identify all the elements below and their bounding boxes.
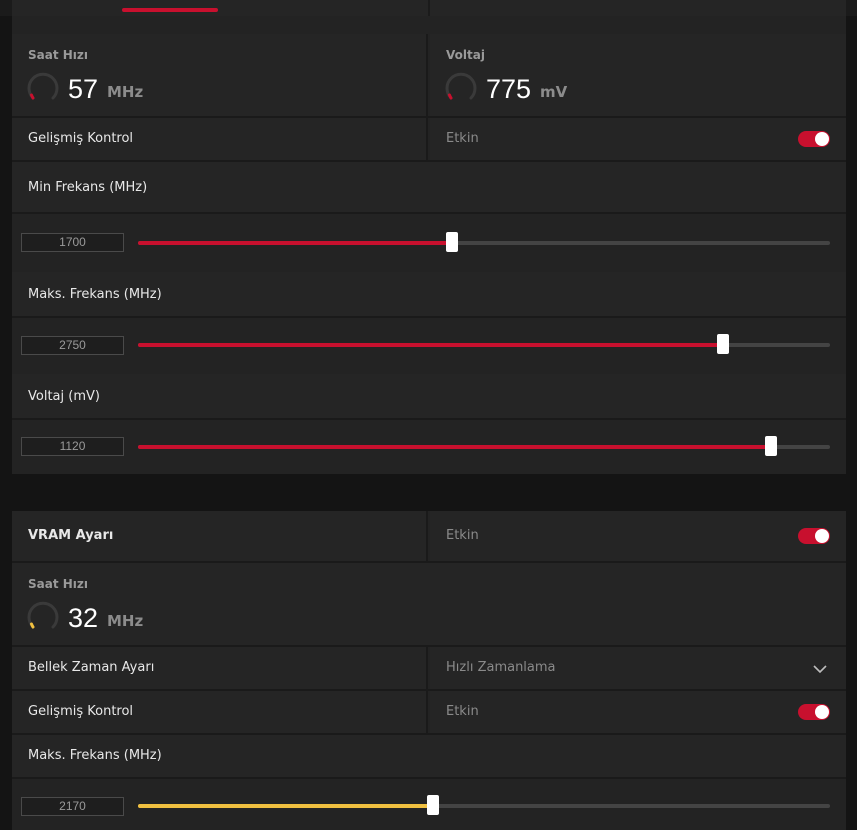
gauge-icon (27, 601, 59, 629)
max-frequency-label: Maks. Frekans (MHz) (28, 287, 162, 302)
divider (12, 212, 846, 214)
vram-tuning-label: VRAM Ayarı (28, 528, 114, 543)
gpu-metrics-row: Saat Hızı 57 MHz Voltaj 775 mV (12, 34, 846, 116)
divider (12, 116, 846, 118)
divider (12, 418, 846, 420)
memory-timing-label: Bellek Zaman Ayarı (28, 660, 155, 675)
divider (12, 777, 846, 779)
max-frequency-input[interactable]: 2750 (21, 336, 124, 355)
metric-unit: MHz (107, 83, 144, 101)
vram-max-frequency-label-row: Maks. Frekans (MHz) (12, 735, 846, 777)
vram-header-toggle-cell: Etkin (430, 511, 846, 561)
vram-metrics-row: Saat Hızı 32 MHz (12, 563, 846, 645)
vram-advanced-label-cell: Gelişmiş Kontrol (12, 691, 428, 733)
divider (12, 160, 846, 162)
vram-tuning-state: Etkin (446, 528, 479, 543)
advanced-control-label: Gelişmiş Kontrol (28, 131, 134, 146)
toggle-knob (815, 529, 829, 543)
toggle-knob (815, 705, 829, 719)
metric-unit: MHz (107, 612, 144, 630)
active-tab-indicator (122, 8, 218, 12)
gauge-icon (27, 72, 59, 100)
metric-title: Saat Hızı (28, 577, 89, 591)
advanced-control-state: Etkin (446, 131, 479, 146)
gpu-clock-metric: Saat Hızı 57 MHz (12, 34, 428, 116)
top-strip (0, 0, 857, 16)
voltage-slider[interactable] (138, 436, 830, 456)
gpu-advanced-control-row: Gelişmiş Kontrol Etkin (12, 118, 846, 160)
vram-max-frequency-label: Maks. Frekans (MHz) (28, 748, 162, 763)
max-frequency-label-cell: Maks. Frekans (MHz) (12, 272, 846, 316)
top-cell-right (430, 0, 846, 16)
vram-advanced-toggle-cell: Etkin (430, 691, 846, 733)
max-frequency-label-row: Maks. Frekans (MHz) (12, 272, 846, 316)
metric-value: 32 (68, 603, 99, 633)
min-frequency-slider-row: 1700 (12, 214, 846, 272)
memory-timing-row: Bellek Zaman Ayarı Hızlı Zamanlama (12, 647, 846, 689)
metric-title: Saat Hızı (28, 48, 89, 62)
voltage-label-row: Voltaj (mV) (12, 374, 846, 418)
vram-tuning-toggle[interactable] (798, 528, 830, 544)
advanced-control-toggle[interactable] (798, 704, 830, 720)
vram-tuning-panel: VRAM Ayarı Etkin Saat Hızı 32 MHz Bellek… (12, 511, 846, 830)
slider-thumb[interactable] (446, 232, 459, 252)
advanced-control-state: Etkin (446, 704, 479, 719)
min-frequency-input[interactable]: 1700 (21, 233, 124, 252)
vram-max-frequency-label-cell: Maks. Frekans (MHz) (12, 735, 846, 777)
slider-thumb[interactable] (765, 436, 778, 456)
slider-thumb[interactable] (427, 795, 440, 815)
voltage-label-cell: Voltaj (mV) (12, 374, 846, 418)
metric-title: Voltaj (446, 48, 485, 62)
max-frequency-slider-row: 2750 (12, 318, 846, 374)
gpu-tuning-panel: Saat Hızı 57 MHz Voltaj 775 mV Gelişmiş … (12, 16, 846, 474)
slider-fill (138, 445, 772, 449)
vram-advanced-control-row: Gelişmiş Kontrol Etkin (12, 691, 846, 733)
max-frequency-slider[interactable] (138, 334, 830, 354)
vram-header-label-cell: VRAM Ayarı (12, 511, 428, 561)
min-frequency-slider[interactable] (138, 232, 830, 252)
vram-max-frequency-input[interactable]: 2170 (21, 797, 124, 816)
memory-timing-value: Hızlı Zamanlama (446, 660, 556, 675)
min-frequency-label-cell: Min Frekans (MHz) (12, 162, 846, 212)
divider (12, 561, 846, 563)
voltage-input[interactable]: 1120 (21, 437, 124, 456)
advanced-control-label: Gelişmiş Kontrol (28, 704, 134, 719)
gpu-voltage-metric: Voltaj 775 mV (430, 34, 846, 116)
slider-thumb[interactable] (716, 334, 729, 354)
vram-max-frequency-slider[interactable] (138, 795, 830, 815)
divider (12, 316, 846, 318)
memory-timing-dropdown[interactable]: Hızlı Zamanlama (430, 647, 846, 689)
voltage-slider-row: 1120 (12, 420, 846, 474)
metric-value: 57 (68, 74, 99, 104)
min-frequency-label-row: Min Frekans (MHz) (12, 162, 846, 212)
slider-fill (138, 241, 453, 245)
divider (12, 645, 846, 647)
divider (12, 733, 846, 735)
slider-fill (138, 804, 434, 808)
memory-timing-label-cell: Bellek Zaman Ayarı (12, 647, 428, 689)
voltage-slider-label: Voltaj (mV) (28, 389, 100, 404)
vram-clock-metric: Saat Hızı 32 MHz (12, 563, 846, 645)
slider-fill (138, 343, 723, 347)
toggle-knob (815, 132, 829, 146)
advanced-control-toggle[interactable] (798, 131, 830, 147)
gauge-icon (445, 72, 477, 100)
top-cell-left (12, 0, 428, 16)
gpu-advanced-label-cell: Gelişmiş Kontrol (12, 118, 428, 160)
gpu-advanced-toggle-cell: Etkin (430, 118, 846, 160)
divider (12, 689, 846, 691)
min-frequency-label: Min Frekans (MHz) (28, 180, 148, 195)
vram-max-frequency-slider-row: 2170 (12, 779, 846, 830)
metric-value: 775 (486, 74, 532, 104)
chevron-down-icon (813, 665, 827, 674)
vram-header-row: VRAM Ayarı Etkin (12, 511, 846, 561)
metric-unit: mV (540, 83, 568, 101)
